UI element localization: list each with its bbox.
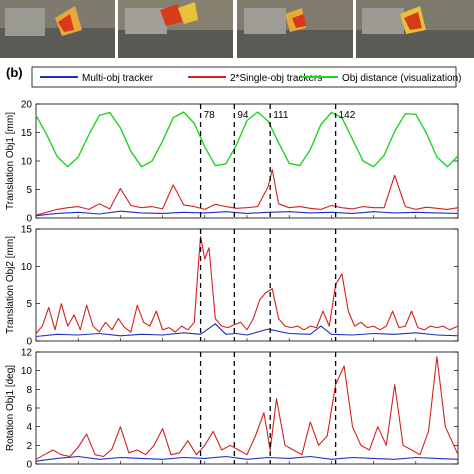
y-tick-label: 2 (26, 441, 32, 452)
frame-marker-label: 78 (204, 110, 216, 121)
y-tick-label: 0 (26, 214, 32, 225)
series-line-multi-tracker (35, 210, 459, 217)
series-line-multi-tracker (35, 323, 459, 338)
series-line-obj-distance (35, 111, 459, 168)
chart-panel-2: 0 5 10 15 Translation Obj2 [mm] (5, 225, 459, 348)
thumbnail-4 (356, 0, 474, 58)
panel-label: (b) (6, 65, 23, 80)
legend-frame (31, 66, 457, 88)
y-axis-label: Translation Obj1 [mm] (5, 112, 16, 210)
y-tick-label: 4 (26, 422, 32, 433)
series-line-single-trackers (35, 235, 459, 334)
series-line-multi-tracker (35, 455, 459, 462)
y-tick-label: 5 (26, 299, 32, 310)
y-axis-label: Rotation Obj1 [deg] (5, 365, 16, 451)
y-tick-label: 8 (26, 385, 32, 396)
frame-marker-label: 142 (339, 110, 356, 121)
thumbnail-3 (237, 0, 353, 58)
y-tick-label: 6 (26, 404, 32, 415)
frame-marker-label: 94 (237, 110, 249, 121)
legend: Multi-obj tracker 2*Single-obj trackers … (31, 66, 462, 88)
y-tick-label: 10 (21, 157, 33, 168)
series-line-single-trackers (35, 169, 459, 216)
y-axis-label: Translation Obj2 [mm] (5, 236, 16, 334)
chart-panel-1: 0 5 10 15 20 Translation Obj1 [mm] 78 94 111 142 (5, 100, 459, 225)
legend-label-distance: Obj distance (visualization) (342, 73, 462, 84)
photo-thumbnail-strip (0, 0, 474, 58)
legend-label-single: 2*Single-obj trackers (230, 73, 322, 84)
y-tick-label: 15 (21, 128, 33, 139)
y-tick-label: 0 (26, 460, 32, 471)
plot-frame (35, 103, 459, 219)
thumbnail-2 (118, 0, 233, 58)
y-tick-label: 10 (21, 366, 33, 377)
plot-frame (35, 228, 459, 342)
legend-label-multi: Multi-obj tracker (82, 73, 154, 84)
chart-panel-3: 0 2 4 6 8 10 12 Rotation Obj1 [deg] (5, 348, 459, 471)
y-tick-label: 10 (21, 262, 33, 273)
y-tick-label: 12 (21, 348, 33, 359)
y-tick-label: 0 (26, 337, 32, 348)
y-tick-label: 15 (21, 225, 33, 236)
thumbnail-1 (0, 0, 115, 58)
frame-marker-label: 111 (273, 110, 289, 121)
plot-frame (35, 351, 459, 465)
y-tick-label: 5 (26, 185, 32, 196)
y-tick-label: 20 (21, 100, 33, 111)
series-line-single-trackers (35, 356, 459, 460)
